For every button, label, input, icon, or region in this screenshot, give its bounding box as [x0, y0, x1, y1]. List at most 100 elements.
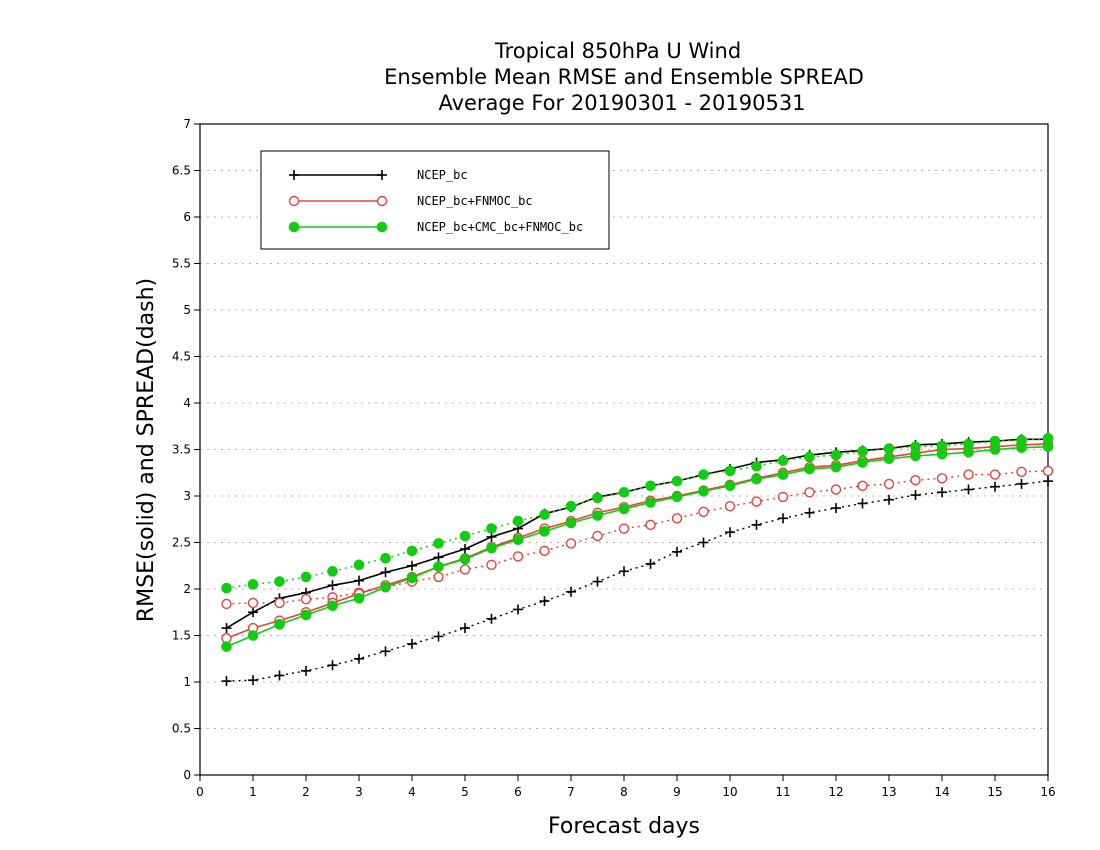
spread-line-0	[226, 480, 1049, 682]
rmse-point-2-12	[539, 526, 550, 537]
legend: NCEP_bc NCEP_bc+FNMOC_bc NCEP_bc+CMC_bc+FN…	[260, 150, 610, 250]
spread-point-2-8	[433, 538, 444, 549]
legend-box	[260, 150, 610, 250]
x-tick-label-9: 9	[673, 785, 681, 799]
rmse-point-2-1	[247, 630, 259, 641]
spread-point-0-30	[1016, 478, 1027, 489]
y-tick-label-7: 3.5	[172, 443, 191, 457]
spread-point-1-18	[698, 506, 709, 518]
y-tick-label-11: 5.5	[172, 257, 191, 271]
rmse-point-2-25	[883, 453, 895, 465]
rmse-point-2-6	[380, 581, 391, 593]
x-tick-label-13: 13	[881, 785, 896, 799]
legend-label-2: NCEP_bc+CMC_bc+FNMOC_bc	[417, 220, 583, 234]
rmse-point-2-10	[486, 542, 497, 554]
rmse-point-0-4	[327, 580, 338, 591]
y-tick-label-9: 4.5	[172, 350, 191, 364]
spread-point-1-1	[247, 597, 259, 609]
spread-point-1-2	[274, 597, 285, 609]
spread-point-1-8	[433, 571, 444, 583]
rmse-point-2-23	[830, 461, 842, 473]
rmse-point-2-17	[671, 491, 683, 503]
x-axis-ticks: 0 1 2 3 4 5 6 7 8 9 10 11 12 13 14 15 16	[196, 775, 1056, 799]
rmse-point-2-2	[274, 619, 285, 630]
y-tick-label-12: 6	[183, 210, 191, 224]
spread-point-1-12	[539, 545, 550, 557]
legend-marker-start-1	[288, 195, 300, 207]
spread-line-1	[226, 470, 1049, 605]
x-tick-label-1: 1	[249, 785, 257, 799]
spread-point-0-27	[937, 487, 947, 498]
spread-point-2-24	[857, 446, 868, 457]
rmse-line-0	[226, 438, 1048, 629]
spread-point-0-4	[327, 660, 338, 671]
rmse-point-2-4	[327, 600, 338, 612]
spread-point-1-26	[910, 474, 921, 486]
rmse-point-2-19	[724, 480, 736, 492]
x-tick-label-3: 3	[355, 785, 363, 799]
spread-point-1-31	[1042, 465, 1054, 477]
spread-point-2-26	[910, 441, 921, 453]
legend-item-0: NCEP_bc	[289, 168, 468, 182]
rmse-point-2-31	[1042, 441, 1054, 453]
spread-point-1-20	[751, 496, 762, 507]
spread-point-2-19	[724, 465, 736, 477]
spread-point-1-25	[883, 478, 895, 490]
legend-item-2: NCEP_bc+CMC_bc+FNMOC_bc	[288, 220, 583, 234]
spread-point-2-15	[618, 486, 630, 498]
spread-point-2-23	[830, 449, 842, 461]
spread-point-0-25	[884, 494, 894, 505]
spread-point-0-15	[619, 566, 629, 577]
spread-point-2-7	[406, 545, 418, 557]
rmse-point-2-28	[963, 446, 974, 458]
legend-label-1: NCEP_bc+FNMOC_bc	[417, 194, 533, 208]
spread-point-1-29	[989, 469, 1001, 480]
spread-point-1-10	[486, 559, 497, 571]
spread-point-1-19	[724, 501, 736, 512]
spread-point-1-24	[857, 480, 868, 491]
spread-point-0-20	[751, 519, 762, 530]
legend-marker-start-2	[288, 221, 300, 233]
series-0	[221, 434, 1053, 687]
spread-point-0-8	[433, 631, 444, 642]
y-tick-label-5: 2.5	[172, 536, 191, 550]
y-tick-label-6: 3	[183, 489, 191, 503]
spread-point-1-16	[645, 519, 656, 531]
spread-point-2-12	[539, 509, 550, 520]
rmse-point-0-8	[433, 552, 444, 563]
y-axis-ticks: 0 0.5 1 1.5 2 2.5 3 3.5 4 4.5 5 5.5 6 6.5 7	[172, 117, 200, 782]
x-tick-label-7: 7	[567, 785, 575, 799]
spread-point-2-5	[353, 559, 365, 571]
spread-point-1-27	[936, 473, 948, 484]
x-tick-label-15: 15	[987, 785, 1002, 799]
rmse-point-2-18	[698, 486, 709, 497]
spread-point-0-1	[248, 675, 258, 686]
spread-point-0-28	[963, 484, 974, 495]
y-tick-label-0: 0	[183, 768, 191, 782]
spread-point-0-11	[513, 604, 523, 615]
spread-point-0-12	[539, 596, 550, 607]
spread-point-2-18	[698, 469, 709, 480]
series-2	[221, 433, 1054, 652]
rmse-point-0-0	[221, 623, 232, 634]
spread-point-0-6	[380, 646, 391, 657]
chart-title: Tropical 850hPa U Wind Ensemble Mean RMS…	[384, 39, 864, 115]
rmse-point-0-7	[407, 560, 417, 571]
spread-point-0-2	[274, 670, 285, 681]
rmse-point-2-9	[459, 553, 471, 565]
rmse-point-0-6	[380, 567, 391, 578]
rmse-point-2-24	[857, 457, 868, 468]
legend-label-0: NCEP_bc	[417, 168, 468, 182]
spread-point-0-9	[460, 623, 470, 634]
spread-point-1-22	[804, 487, 815, 498]
rmse-point-2-3	[300, 609, 312, 621]
spread-point-2-11	[512, 515, 524, 527]
rmse-point-2-21	[777, 469, 789, 480]
rmse-point-2-8	[433, 561, 444, 572]
rmse-point-2-7	[406, 572, 418, 584]
title-line-1: Tropical 850hPa U Wind	[494, 39, 741, 63]
rmse-line-1	[226, 443, 1049, 640]
y-tick-label-2: 1	[183, 675, 191, 689]
y-tick-label-10: 5	[183, 303, 191, 317]
rmse-point-0-1	[248, 607, 258, 618]
